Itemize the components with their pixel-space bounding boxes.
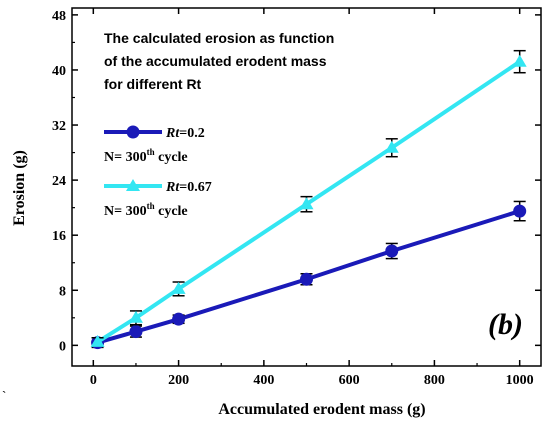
y-tick-label-16: 16 (52, 229, 66, 244)
data-point-rt-0-67-0 (90, 334, 105, 347)
legend-note-rt-0-67-tail: cycle (155, 204, 188, 219)
panel-label: (b) (488, 308, 523, 341)
y-tick-label-8: 8 (59, 284, 66, 299)
legend-note-rt-0-67-main: N= 300 (104, 204, 147, 219)
legend-note-rt-0-2-tail: cycle (155, 150, 188, 165)
y-tick-label-32: 32 (52, 119, 66, 134)
chart-annotation: The calculated erosion as function of th… (104, 30, 334, 92)
legend-label-rt-0-2-suffix: =0.2 (179, 126, 204, 141)
y-axis: 0 8 16 24 32 40 48 (52, 9, 541, 354)
legend-note-rt-0-2: N= 300th cycle (104, 147, 188, 165)
legend-marker-rt-0-67 (126, 179, 140, 191)
legend: Rt=0.2 N= 300th cycle Rt=0.67 N= 300th c… (104, 125, 212, 219)
y-tick-label-48: 48 (52, 9, 66, 24)
x-axis: 0 200 400 600 800 1000 (90, 8, 534, 388)
stray-mark: ` (2, 388, 7, 403)
data-point-rt-0-67-4 (384, 140, 399, 153)
data-point-rt-0-2-1 (129, 325, 143, 339)
x-tick-label-1000: 1000 (506, 373, 534, 388)
legend-note-rt-0-67-sup: th (147, 201, 155, 211)
series-layer (90, 49, 527, 350)
legend-label-rt-0-2: Rt=0.2 (165, 126, 205, 141)
legend-note-rt-0-67: N= 300th cycle (104, 201, 188, 219)
legend-marker-rt-0-2 (126, 125, 140, 139)
x-axis-title: Accumulated erodent mass (g) (218, 401, 425, 418)
data-point-rt-0-67-2 (171, 281, 186, 294)
legend-note-rt-0-2-sup: th (147, 147, 155, 157)
annotation-line-1: The calculated erosion as function (104, 30, 334, 46)
series-rt-0-2 (91, 200, 527, 350)
x-tick-label-200: 200 (168, 373, 189, 388)
legend-label-rt-0-67-suffix: =0.67 (179, 180, 211, 195)
data-point-rt-0-2-2 (172, 312, 186, 326)
annotation-line-2: of the accumulated erodent mass (104, 53, 327, 69)
annotation-line-3: for different Rt (104, 76, 202, 92)
data-point-rt-0-2-3 (300, 272, 313, 286)
x-tick-label-600: 600 (339, 373, 360, 388)
legend-note-rt-0-2-main: N= 300 (104, 150, 147, 165)
y-axis-title: Erosion (g) (11, 150, 28, 226)
x-tick-label-800: 800 (424, 373, 445, 388)
data-point-rt-0-67-1 (128, 310, 143, 323)
data-point-rt-0-67-5 (512, 54, 527, 67)
data-point-rt-0-2-4 (385, 244, 399, 258)
data-point-rt-0-67-3 (299, 197, 314, 210)
legend-entry-rt-0-67: Rt=0.67 N= 300th cycle (104, 179, 212, 219)
y-tick-label-0: 0 (59, 339, 66, 354)
data-point-rt-0-2-5 (513, 204, 527, 218)
legend-label-rt-0-2-prefix: Rt (165, 126, 180, 141)
series-line-rt-0-2 (97, 209, 521, 345)
legend-label-rt-0-67: Rt=0.67 (165, 180, 212, 195)
x-tick-label-0: 0 (90, 373, 97, 388)
x-tick-label-400: 400 (253, 373, 274, 388)
legend-label-rt-0-67-prefix: Rt (165, 180, 180, 195)
series-rt-0-67 (90, 49, 527, 347)
y-tick-label-24: 24 (52, 174, 66, 189)
y-tick-label-40: 40 (52, 64, 66, 79)
legend-entry-rt-0-2: Rt=0.2 N= 300th cycle (104, 125, 205, 165)
